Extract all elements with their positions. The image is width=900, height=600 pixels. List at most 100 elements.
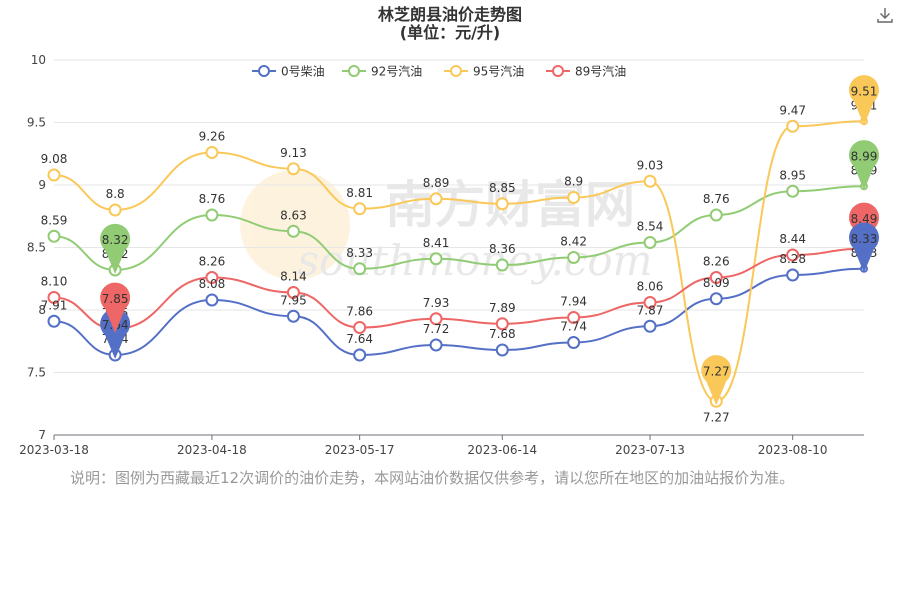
data-point	[286, 162, 300, 176]
y-tick-label: 8.5	[27, 241, 46, 255]
y-tick-label: 8	[38, 303, 46, 317]
data-point	[567, 311, 581, 324]
data-label: 8.59	[41, 213, 68, 227]
watermark: 南方财富网 southmoney.com	[240, 170, 652, 285]
data-point	[108, 203, 122, 217]
marker-pin-shape	[701, 355, 732, 406]
data-label: 7.74	[560, 320, 587, 334]
data-label: 8.26	[703, 255, 730, 269]
data-point	[47, 168, 61, 182]
data-label: 7.93	[423, 296, 450, 310]
marker-pin-shape	[849, 140, 880, 191]
data-label: 7.89	[489, 301, 516, 315]
data-label: 8.41	[423, 236, 450, 250]
data-label: 8.28	[779, 252, 806, 266]
data-point	[786, 248, 800, 262]
data-label: 7.94	[560, 295, 587, 309]
legend[interactable]: 0号柴油 92号汽油 95号汽油 89号汽油	[252, 64, 626, 79]
legend-label: 92号汽油	[371, 64, 422, 79]
watermark-text: 南方财富网	[385, 176, 635, 234]
data-point	[495, 317, 509, 331]
y-tick-label: 7	[38, 428, 46, 442]
chart-subtitle: (单位：元/升)	[400, 23, 500, 42]
x-tick-label: 2023-07-13	[615, 443, 685, 457]
data-label: 9.47	[779, 103, 806, 117]
data-label: 8.33	[346, 246, 373, 260]
data-point	[429, 312, 443, 326]
marker-pin-shape	[100, 223, 131, 274]
data-label: 9.26	[199, 130, 226, 144]
legend-label: 89号汽油	[575, 64, 626, 79]
data-label: 7.95	[280, 293, 307, 307]
data-point	[286, 224, 300, 238]
y-tick-label: 9	[38, 178, 46, 192]
legend-item-0[interactable]: 0号柴油	[252, 65, 325, 79]
y-tick-label: 7.5	[27, 366, 46, 380]
marker-pin: 7.85	[100, 282, 131, 333]
data-point	[353, 202, 367, 216]
legend-swatch-dot	[348, 65, 360, 77]
download-icon[interactable]	[876, 6, 894, 24]
chart-title: 林芝朗县油价走势图	[378, 5, 522, 24]
data-label: 8.10	[41, 275, 68, 289]
marker-pin: 7.27	[701, 355, 732, 406]
legend-item-3[interactable]: 89号汽油	[546, 64, 626, 79]
data-label: 7.64	[346, 332, 373, 346]
data-label: 8.85	[489, 181, 516, 195]
data-label: 8.36	[489, 242, 516, 256]
legend-item-2[interactable]: 95号汽油	[444, 64, 524, 79]
marker-pin: 8.99	[849, 140, 880, 191]
data-point	[353, 321, 367, 334]
data-label: 8.26	[199, 255, 226, 269]
data-point	[205, 146, 219, 159]
legend-label: 95号汽油	[473, 64, 524, 79]
marker-pin-shape	[100, 308, 131, 359]
data-point	[286, 309, 300, 323]
data-point	[495, 258, 509, 272]
data-label: 7.72	[423, 322, 450, 336]
data-label: 8.81	[346, 186, 373, 200]
y-tick-label: 10	[31, 53, 46, 67]
data-point	[495, 197, 509, 211]
data-point	[567, 191, 581, 204]
marker-label: 8.32	[102, 233, 129, 247]
data-point	[47, 291, 61, 304]
data-point	[47, 314, 61, 328]
data-label: 8.9	[564, 175, 583, 189]
legend-label: 0号柴油	[281, 65, 325, 79]
data-point	[786, 119, 800, 133]
data-point	[709, 292, 723, 306]
data-point	[567, 336, 581, 349]
watermark-subtext: southmoney.com	[298, 236, 653, 285]
data-label: 8.8	[106, 187, 125, 201]
data-label: 8.08	[199, 277, 226, 291]
legend-item-1[interactable]: 92号汽油	[342, 64, 422, 79]
marker-pin: 9.51	[849, 75, 880, 126]
y-tick-label: 9.5	[27, 116, 46, 130]
data-point	[353, 348, 367, 362]
data-label: 7.68	[489, 327, 516, 341]
marker-label: 8.99	[851, 149, 878, 163]
data-point	[643, 174, 657, 188]
data-label: 8.76	[703, 192, 730, 206]
marker-pin-shape	[849, 222, 880, 273]
data-point	[205, 271, 219, 284]
data-label: 8.44	[779, 232, 806, 246]
data-label: 8.76	[199, 192, 226, 206]
data-point	[709, 271, 723, 284]
legend-swatch-dot	[552, 65, 564, 77]
data-point	[643, 319, 657, 333]
x-tick-label: 2023-08-10	[758, 443, 828, 457]
data-point	[786, 268, 800, 282]
data-point	[643, 236, 657, 249]
data-point	[353, 262, 367, 276]
data-point	[786, 184, 800, 198]
x-tick-label: 2023-04-18	[177, 443, 247, 457]
data-point	[567, 251, 581, 264]
data-label: 8.63	[280, 208, 307, 222]
data-point	[286, 286, 300, 299]
data-label: 7.91	[41, 298, 68, 312]
data-label: 9.13	[280, 146, 307, 160]
data-label: 7.27	[703, 410, 730, 424]
